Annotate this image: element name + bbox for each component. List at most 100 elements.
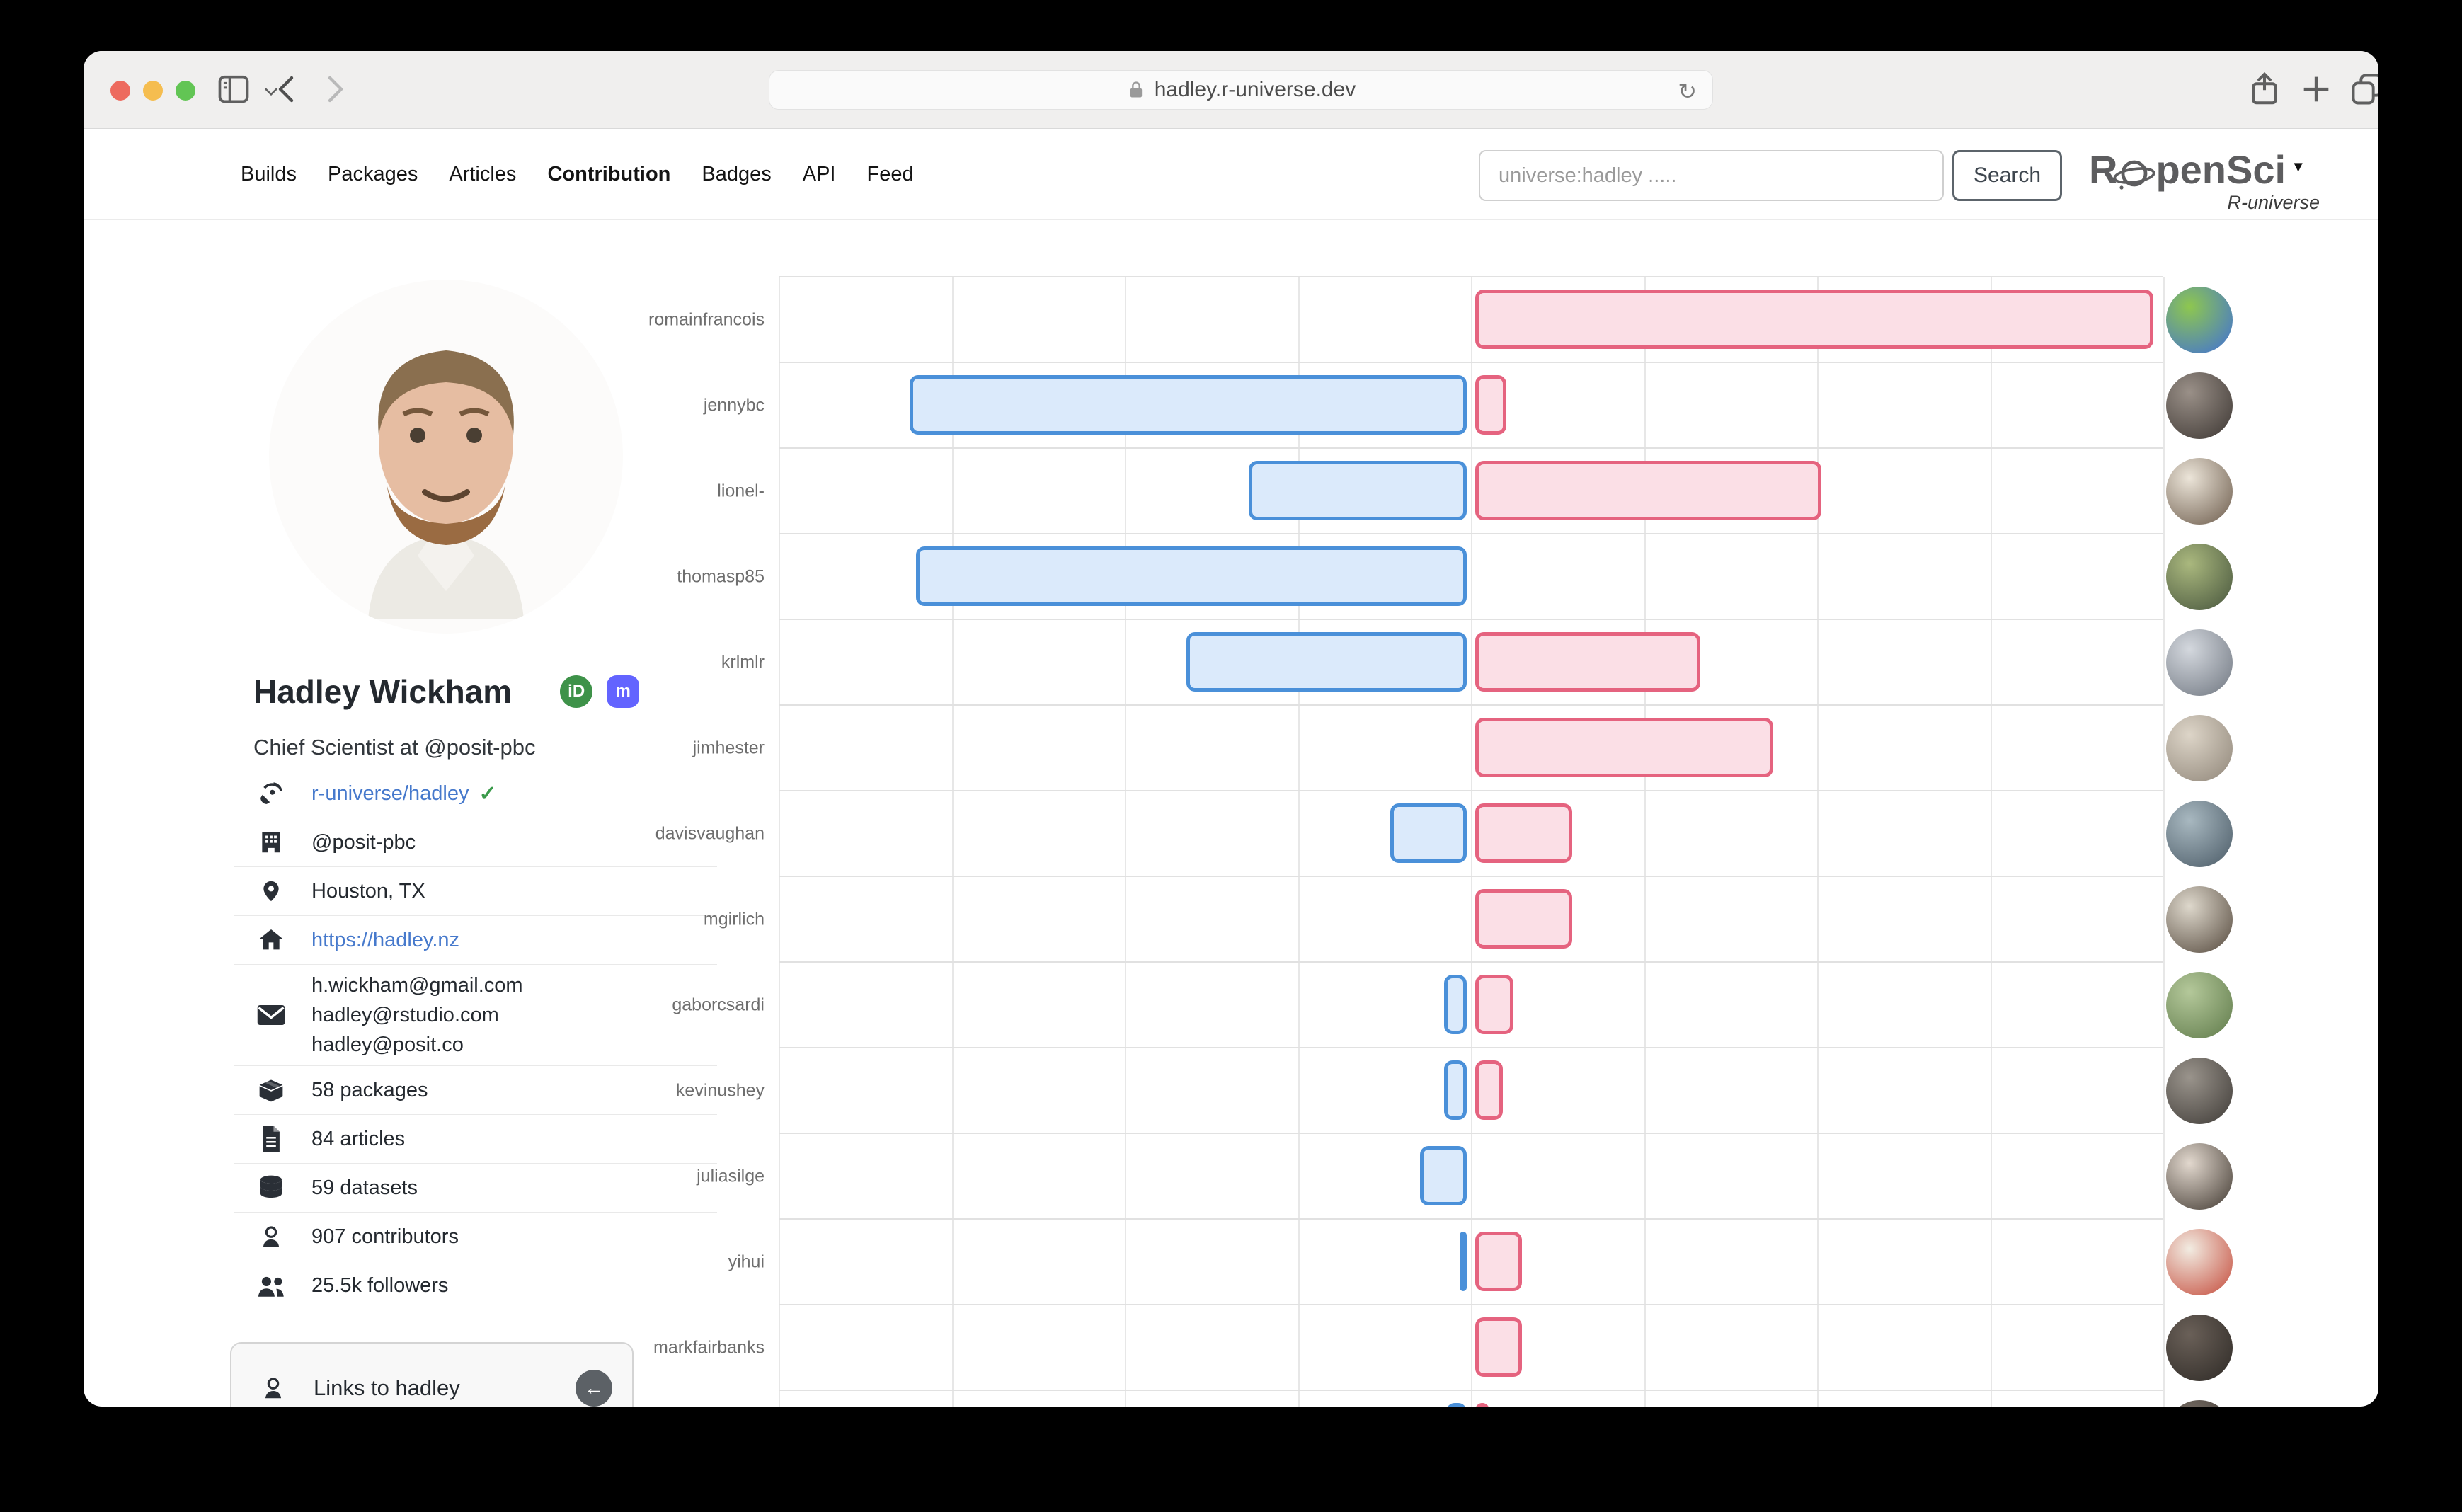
contribution-bar-left[interactable]	[1445, 1403, 1467, 1407]
contribution-bar-left[interactable]	[1390, 803, 1467, 863]
contributor-avatar[interactable]	[2166, 543, 2233, 610]
contribution-bar-right[interactable]	[1475, 803, 1572, 863]
nav-item-api[interactable]: API	[802, 162, 836, 185]
contributor-label[interactable]: krlmlr	[721, 652, 765, 672]
forward-icon[interactable]	[317, 72, 351, 106]
contribution-bar-right[interactable]	[1475, 889, 1572, 949]
nav-item-feed[interactable]: Feed	[866, 162, 914, 185]
contributor-label[interactable]: kevinushey	[675, 1080, 765, 1100]
contribution-bar-right[interactable]	[1475, 632, 1700, 692]
chart-row: thomasp85	[84, 534, 2378, 619]
refresh-icon[interactable]: ↻	[1678, 79, 1697, 104]
new-tab-icon[interactable]	[2298, 71, 2335, 108]
close-window-button[interactable]	[110, 81, 130, 101]
arrow-left-button[interactable]: ←	[576, 1370, 612, 1407]
contributor-avatar[interactable]	[2166, 886, 2233, 953]
profile-info-row[interactable]: r-universe/hadley ✓	[234, 769, 717, 818]
nav-item-badges[interactable]: Badges	[702, 162, 772, 185]
contributor-avatar[interactable]	[2166, 800, 2233, 867]
contributor-label[interactable]: davisvaughan	[655, 823, 765, 843]
contribution-bar-left[interactable]	[916, 546, 1467, 606]
mastodon-icon[interactable]: m	[607, 675, 640, 708]
chevron-down-icon[interactable]	[262, 82, 280, 101]
chart-row: mgirlich	[84, 876, 2378, 962]
tabs-icon[interactable]	[2349, 71, 2378, 108]
links-to-hadley-card[interactable]: Links to hadley ←	[230, 1342, 634, 1407]
contribution-bar-right[interactable]	[1475, 1317, 1522, 1377]
contribution-bar-right[interactable]	[1475, 718, 1773, 777]
search-button[interactable]: Search	[1952, 150, 2062, 201]
back-icon[interactable]	[270, 72, 304, 106]
contribution-bar-right[interactable]	[1475, 375, 1506, 435]
article-file-icon	[255, 1124, 287, 1154]
share-icon[interactable]	[2245, 69, 2284, 108]
search-input[interactable]	[1479, 150, 1944, 201]
contributor-avatar[interactable]	[2166, 1228, 2233, 1295]
grid-line	[1990, 277, 1992, 1407]
contribution-bar-left[interactable]	[1460, 1232, 1467, 1291]
contributor-avatar[interactable]	[2166, 1399, 2233, 1407]
row-separator	[779, 961, 2163, 963]
contribution-bar-left[interactable]	[1186, 632, 1467, 692]
nav-item-articles[interactable]: Articles	[449, 162, 517, 185]
grid-line	[1817, 277, 1819, 1407]
row-separator	[779, 876, 2163, 877]
row-separator	[779, 1218, 2163, 1220]
contribution-bar-right[interactable]	[1475, 290, 2154, 349]
contributor-label[interactable]: juliasilge	[697, 1166, 765, 1186]
contributor-avatar[interactable]	[2166, 286, 2233, 353]
contributor-label[interactable]: gaborcsardi	[672, 995, 765, 1014]
nav-item-packages[interactable]: Packages	[328, 162, 418, 185]
nav-item-contribution[interactable]: Contribution	[547, 162, 671, 185]
orcid-icon[interactable]: iD	[560, 675, 593, 708]
contribution-bar-left[interactable]	[909, 375, 1467, 435]
address-bar[interactable]: hadley.r-universe.dev ↻	[769, 70, 1713, 110]
links-card-label: Links to hadley	[314, 1375, 460, 1400]
contributor-avatar[interactable]	[2166, 1314, 2233, 1381]
contributor-avatar[interactable]	[2166, 1142, 2233, 1210]
profile-info-row: 25.5k followers	[234, 1261, 717, 1310]
chart-row	[84, 1390, 2378, 1407]
contributor-avatar[interactable]	[2166, 971, 2233, 1038]
info-text[interactable]: r-universe/hadley	[311, 781, 469, 805]
sidebar-toggle-icon[interactable]	[215, 71, 252, 108]
url-text: hadley.r-universe.dev	[1126, 78, 1356, 102]
contribution-bar-right[interactable]	[1475, 461, 1821, 520]
contributor-label[interactable]: mgirlich	[703, 909, 765, 929]
contributor-label[interactable]: thomasp85	[677, 566, 765, 586]
contribution-bar-right[interactable]	[1475, 975, 1513, 1034]
info-text: 59 datasets	[311, 1176, 418, 1199]
contributor-avatar[interactable]	[2166, 457, 2233, 525]
contribution-bar-left[interactable]	[1444, 975, 1467, 1034]
contributor-label[interactable]: lionel-	[717, 481, 765, 500]
ropensci-logo[interactable]: R penSci ▾ R-universe	[2089, 145, 2344, 214]
profile-info-row[interactable]: https://hadley.nz	[234, 916, 717, 965]
nav-item-builds[interactable]: Builds	[241, 162, 297, 185]
lock-icon	[1130, 81, 1142, 98]
contributor-label[interactable]: jimhester	[692, 738, 765, 757]
row-separator	[779, 447, 2163, 449]
profile-name-row: Hadley Wickham iD m	[253, 672, 640, 711]
contribution-bar-right[interactable]	[1475, 1403, 1489, 1407]
contributor-label[interactable]: markfairbanks	[653, 1337, 765, 1357]
grid-line	[779, 277, 780, 1407]
contribution-bar-left[interactable]	[1248, 461, 1467, 520]
contributor-label[interactable]: jennybc	[703, 395, 765, 415]
zoom-window-button[interactable]	[176, 81, 195, 101]
contributor-avatar[interactable]	[2166, 372, 2233, 439]
chart-plot-area	[779, 277, 2165, 1407]
grid-line	[1644, 277, 1646, 1407]
contribution-bar-right[interactable]	[1475, 1060, 1504, 1120]
info-text[interactable]: https://hadley.nz	[311, 928, 460, 951]
row-separator	[779, 533, 2163, 534]
contributor-avatar[interactable]	[2166, 1057, 2233, 1124]
contributor-label[interactable]: romainfrancois	[648, 309, 765, 329]
contributor-label[interactable]: yihui	[728, 1252, 765, 1271]
minimize-window-button[interactable]	[143, 81, 163, 101]
contributor-avatar[interactable]	[2166, 714, 2233, 781]
contribution-bar-left[interactable]	[1444, 1060, 1467, 1120]
contribution-bar-right[interactable]	[1475, 1232, 1522, 1291]
contribution-bar-left[interactable]	[1419, 1146, 1467, 1205]
contributor-avatar[interactable]	[2166, 629, 2233, 696]
chart-row: markfairbanks	[84, 1305, 2378, 1390]
